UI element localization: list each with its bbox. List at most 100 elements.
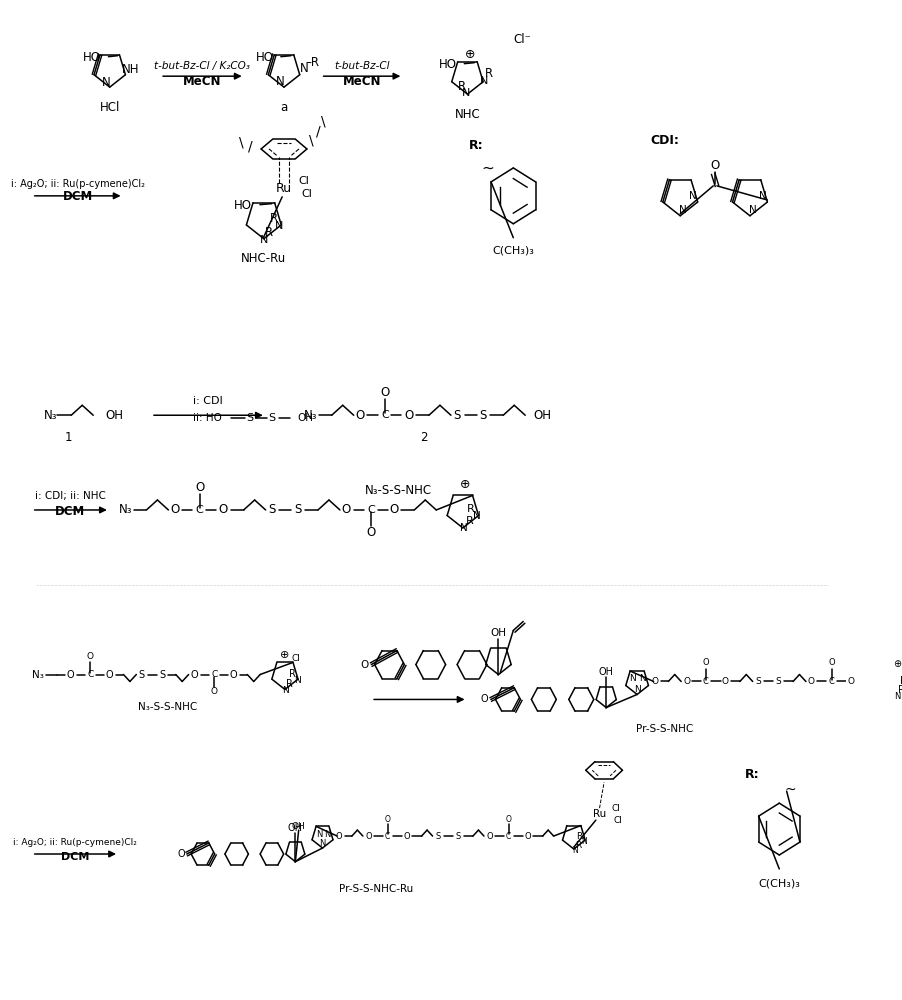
Text: O: O	[87, 652, 94, 661]
Text: NHC-Ru: NHC-Ru	[241, 252, 286, 265]
Text: N: N	[581, 837, 586, 846]
Text: N: N	[479, 76, 488, 86]
Text: S: S	[453, 409, 461, 422]
Text: ~: ~	[481, 160, 493, 175]
Text: DCM: DCM	[60, 852, 89, 862]
Text: R: R	[286, 679, 292, 689]
Text: O: O	[683, 677, 689, 686]
Text: C: C	[505, 832, 511, 841]
Text: N₃: N₃	[43, 409, 57, 422]
Text: S: S	[159, 670, 165, 680]
Text: OH: OH	[298, 413, 313, 423]
Text: C: C	[211, 670, 217, 679]
Text: OH: OH	[288, 823, 302, 833]
Text: Cl: Cl	[611, 804, 620, 813]
Text: N: N	[316, 830, 322, 839]
Text: a: a	[280, 101, 288, 114]
Text: S: S	[754, 677, 760, 686]
Text: OH: OH	[533, 409, 551, 422]
Text: N: N	[678, 205, 686, 215]
Text: HCl: HCl	[99, 101, 120, 114]
Text: N₃: N₃	[32, 670, 43, 680]
Text: C: C	[702, 677, 708, 686]
Text: MeCN: MeCN	[343, 75, 381, 88]
Text: MeCN: MeCN	[183, 75, 221, 88]
Text: O: O	[360, 660, 368, 670]
Text: Pr-S-S-NHC: Pr-S-S-NHC	[635, 724, 693, 734]
Text: S: S	[479, 409, 486, 422]
Text: /: /	[247, 140, 252, 154]
Text: Cl⁻: Cl⁻	[513, 33, 531, 46]
Text: ⊕: ⊕	[892, 659, 900, 669]
Text: NHC: NHC	[454, 108, 480, 121]
Text: \: \	[321, 114, 326, 128]
Text: N: N	[324, 830, 330, 839]
Text: O: O	[389, 503, 399, 516]
Text: O: O	[170, 503, 179, 516]
Text: N₃-S-S-NHC: N₃-S-S-NHC	[364, 484, 432, 497]
Text: S: S	[268, 413, 275, 423]
Text: O: O	[651, 677, 658, 686]
Text: S: S	[775, 677, 780, 686]
Text: O: O	[218, 503, 228, 516]
Text: O: O	[177, 849, 185, 859]
Text: S: S	[246, 413, 253, 423]
Text: N: N	[260, 235, 268, 245]
Text: NH: NH	[122, 63, 140, 76]
Text: O: O	[195, 481, 204, 494]
Text: R: R	[575, 832, 582, 841]
Text: O: O	[846, 677, 853, 686]
Text: Cl: Cl	[291, 654, 300, 663]
Text: O: O	[67, 670, 74, 680]
Text: N₃-S-S-NHC: N₃-S-S-NHC	[138, 702, 197, 712]
Text: C(CH₃)₃: C(CH₃)₃	[492, 246, 534, 256]
Text: S: S	[456, 832, 460, 841]
Text: i: CDI: i: CDI	[193, 396, 223, 406]
Text: ⊕: ⊕	[465, 48, 475, 61]
Text: ⊕: ⊕	[459, 478, 469, 491]
Text: Cl: Cl	[612, 816, 621, 825]
Text: C(CH₃)₃: C(CH₃)₃	[758, 879, 799, 889]
Text: O: O	[355, 409, 364, 422]
Text: N: N	[688, 191, 696, 201]
Text: O: O	[505, 815, 511, 824]
Text: O: O	[190, 670, 198, 680]
Text: C: C	[367, 505, 374, 515]
Text: \: \	[308, 134, 314, 148]
Text: O: O	[807, 677, 814, 686]
Text: S: S	[435, 832, 440, 841]
Text: C: C	[384, 832, 390, 841]
Text: t-but-Bz-Cl: t-but-Bz-Cl	[334, 61, 390, 71]
Text: C: C	[87, 670, 94, 679]
Text: N: N	[894, 692, 900, 701]
Text: ⊕: ⊕	[280, 650, 290, 660]
Text: 1: 1	[65, 431, 72, 444]
Text: R: R	[575, 841, 581, 850]
Text: HO: HO	[83, 51, 101, 64]
Text: R: R	[897, 685, 902, 695]
Text: R: R	[265, 226, 273, 239]
Text: O: O	[403, 832, 410, 841]
Text: CDI:: CDI:	[649, 134, 678, 147]
Text: \: \	[238, 136, 243, 150]
Text: N: N	[633, 685, 640, 694]
Text: O: O	[380, 386, 389, 399]
Text: O: O	[702, 658, 708, 667]
Text: N: N	[276, 75, 284, 88]
Text: O: O	[341, 503, 351, 516]
Text: R:: R:	[743, 768, 759, 781]
Text: t-but-Bz-Cl / K₂CO₃: t-but-Bz-Cl / K₂CO₃	[154, 61, 250, 71]
Text: Cl: Cl	[301, 189, 312, 199]
Text: N: N	[459, 523, 467, 533]
Text: O: O	[384, 815, 391, 824]
Text: OH: OH	[291, 822, 305, 831]
Text: O: O	[106, 670, 114, 680]
Text: O: O	[336, 832, 342, 841]
Text: S: S	[139, 670, 144, 680]
Text: –R: –R	[305, 56, 319, 69]
Text: R: R	[899, 676, 902, 686]
Text: 2: 2	[419, 431, 427, 444]
Text: Cl: Cl	[901, 662, 902, 671]
Text: ~: ~	[784, 782, 796, 796]
Text: N: N	[319, 839, 326, 848]
